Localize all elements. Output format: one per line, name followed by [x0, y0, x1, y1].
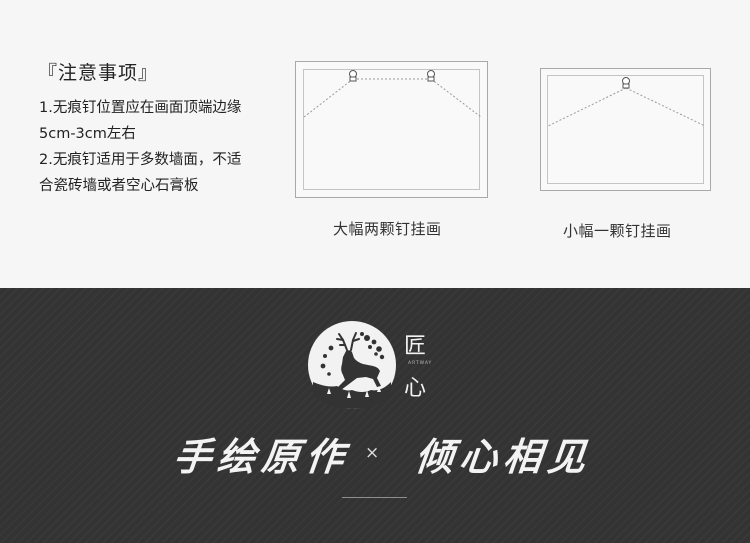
small-frame-illustration — [540, 68, 711, 191]
slogan-right: 倾心相见 — [413, 434, 595, 479]
brand-subtitle: ARTWAY — [408, 361, 433, 366]
brand-char-xin: 心 — [404, 376, 427, 401]
nail-icon — [427, 70, 435, 82]
small-frame-caption: 小幅一颗钉挂画 — [563, 222, 672, 240]
notes-line-2: 5cm-3cm左右 — [39, 126, 136, 142]
nail-icon — [622, 77, 630, 89]
two-nail-hanging-diagram — [303, 70, 482, 118]
brand-char-jiang: 匠 — [404, 334, 427, 359]
notes-line-3: 2.无痕钉适用于多数墙面，不适 — [39, 152, 242, 168]
large-frame-illustration — [295, 61, 488, 198]
nail-icon — [349, 70, 357, 82]
notes-line-4: 合瓷砖墙或者空心石膏板 — [39, 178, 199, 194]
slogan-left: 手绘原作 — [171, 434, 353, 479]
divider-line — [342, 497, 407, 498]
notes-title: 『注意事项』 — [38, 62, 159, 84]
brand-banner — [0, 288, 750, 543]
large-frame-caption: 大幅两颗钉挂画 — [333, 220, 442, 238]
deer-emblem-icon — [308, 321, 396, 409]
instructions-section: 『注意事项』 1.无痕钉位置应在画面顶端边缘 5cm-3cm左右 2.无痕钉适用… — [38, 61, 711, 240]
slogan-separator: × — [365, 443, 380, 463]
one-nail-hanging-diagram — [547, 77, 706, 127]
notes-line-1: 1.无痕钉位置应在画面顶端边缘 — [39, 100, 242, 116]
